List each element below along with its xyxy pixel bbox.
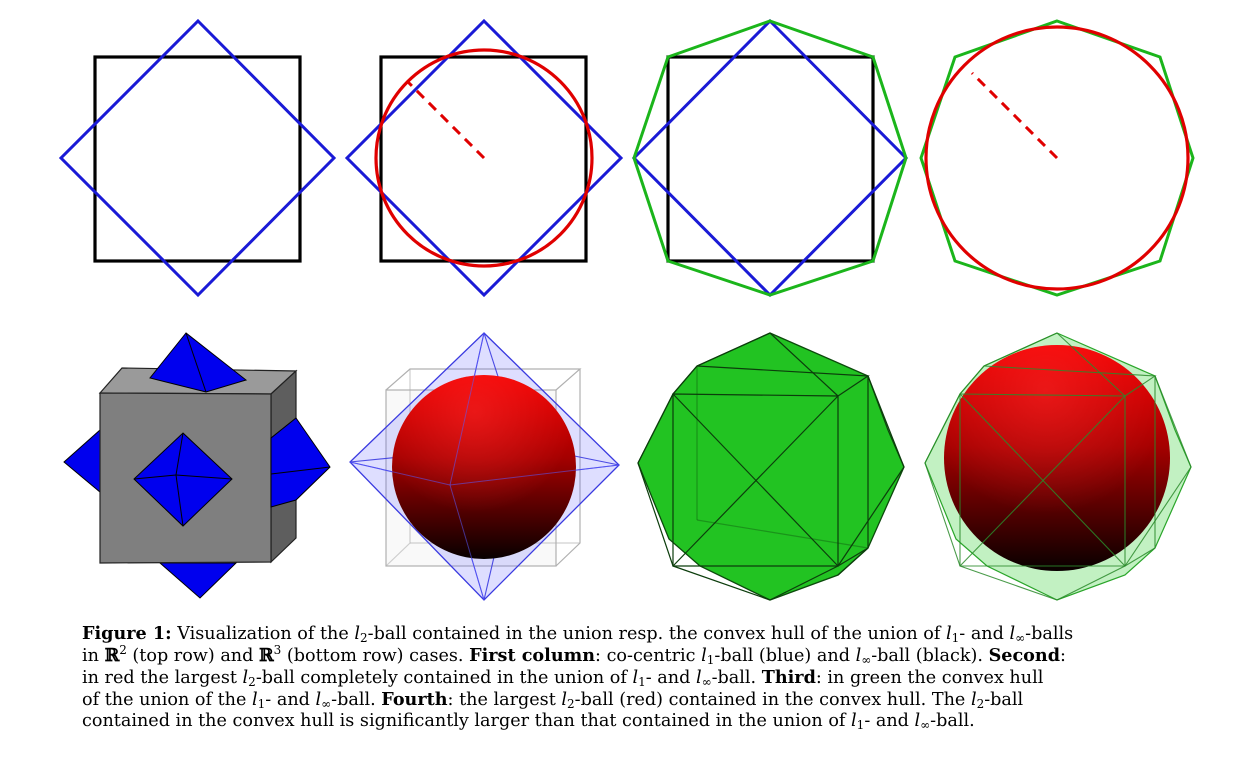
panel-2d-l1-linf (58, 18, 337, 298)
l2-ball-circle (924, 25, 1190, 291)
caption-line-4: of the union of the l1- and l∞-ball. Fou… (82, 689, 1024, 711)
octahedron-tip-right (270, 417, 331, 508)
figure-label: Figure 1: (82, 623, 172, 644)
l1-ball-diamond (344, 18, 624, 298)
panel-3d-l1-linf (63, 332, 331, 599)
l1-ball-diamond (58, 18, 337, 298)
panel-2d-l2-in-hull (919, 19, 1195, 297)
convex-hull-polyhedron (637, 332, 905, 601)
panel-2d-convex-hull (631, 18, 909, 298)
figure-1-illustration (58, 18, 1195, 601)
convex-hull-octagon (632, 19, 908, 297)
linf-ball-square (379, 55, 588, 263)
l2-ball-circle (374, 48, 594, 268)
l1-ball-diamond (631, 18, 909, 298)
caption-line-5: contained in the convex hull is signific… (82, 711, 975, 732)
figure-caption: Figure 1: Visualization of the l2-ball c… (82, 623, 1202, 732)
octahedron-tip-left (63, 428, 101, 494)
panel-3d-l2-in-hull (924, 332, 1192, 601)
l2-radius-dashed (970, 71, 1059, 160)
panel-2d-l2-in-union (344, 18, 624, 298)
panel-3d-convex-hull (637, 332, 905, 601)
panel-3d-l2-in-union (349, 332, 620, 601)
caption-line-3: in red the largest l2-ball completely co… (82, 667, 1044, 689)
linf-ball-square (666, 55, 875, 263)
l2-radius-dashed (406, 80, 486, 160)
caption-line-2: in ℝ2 (top row) and ℝ3 (bottom row) case… (82, 643, 1066, 667)
linf-ball-square (93, 55, 302, 263)
octahedron-tip-bottom (158, 562, 238, 599)
caption-line-1: Figure 1: Visualization of the l2-ball c… (82, 623, 1074, 645)
